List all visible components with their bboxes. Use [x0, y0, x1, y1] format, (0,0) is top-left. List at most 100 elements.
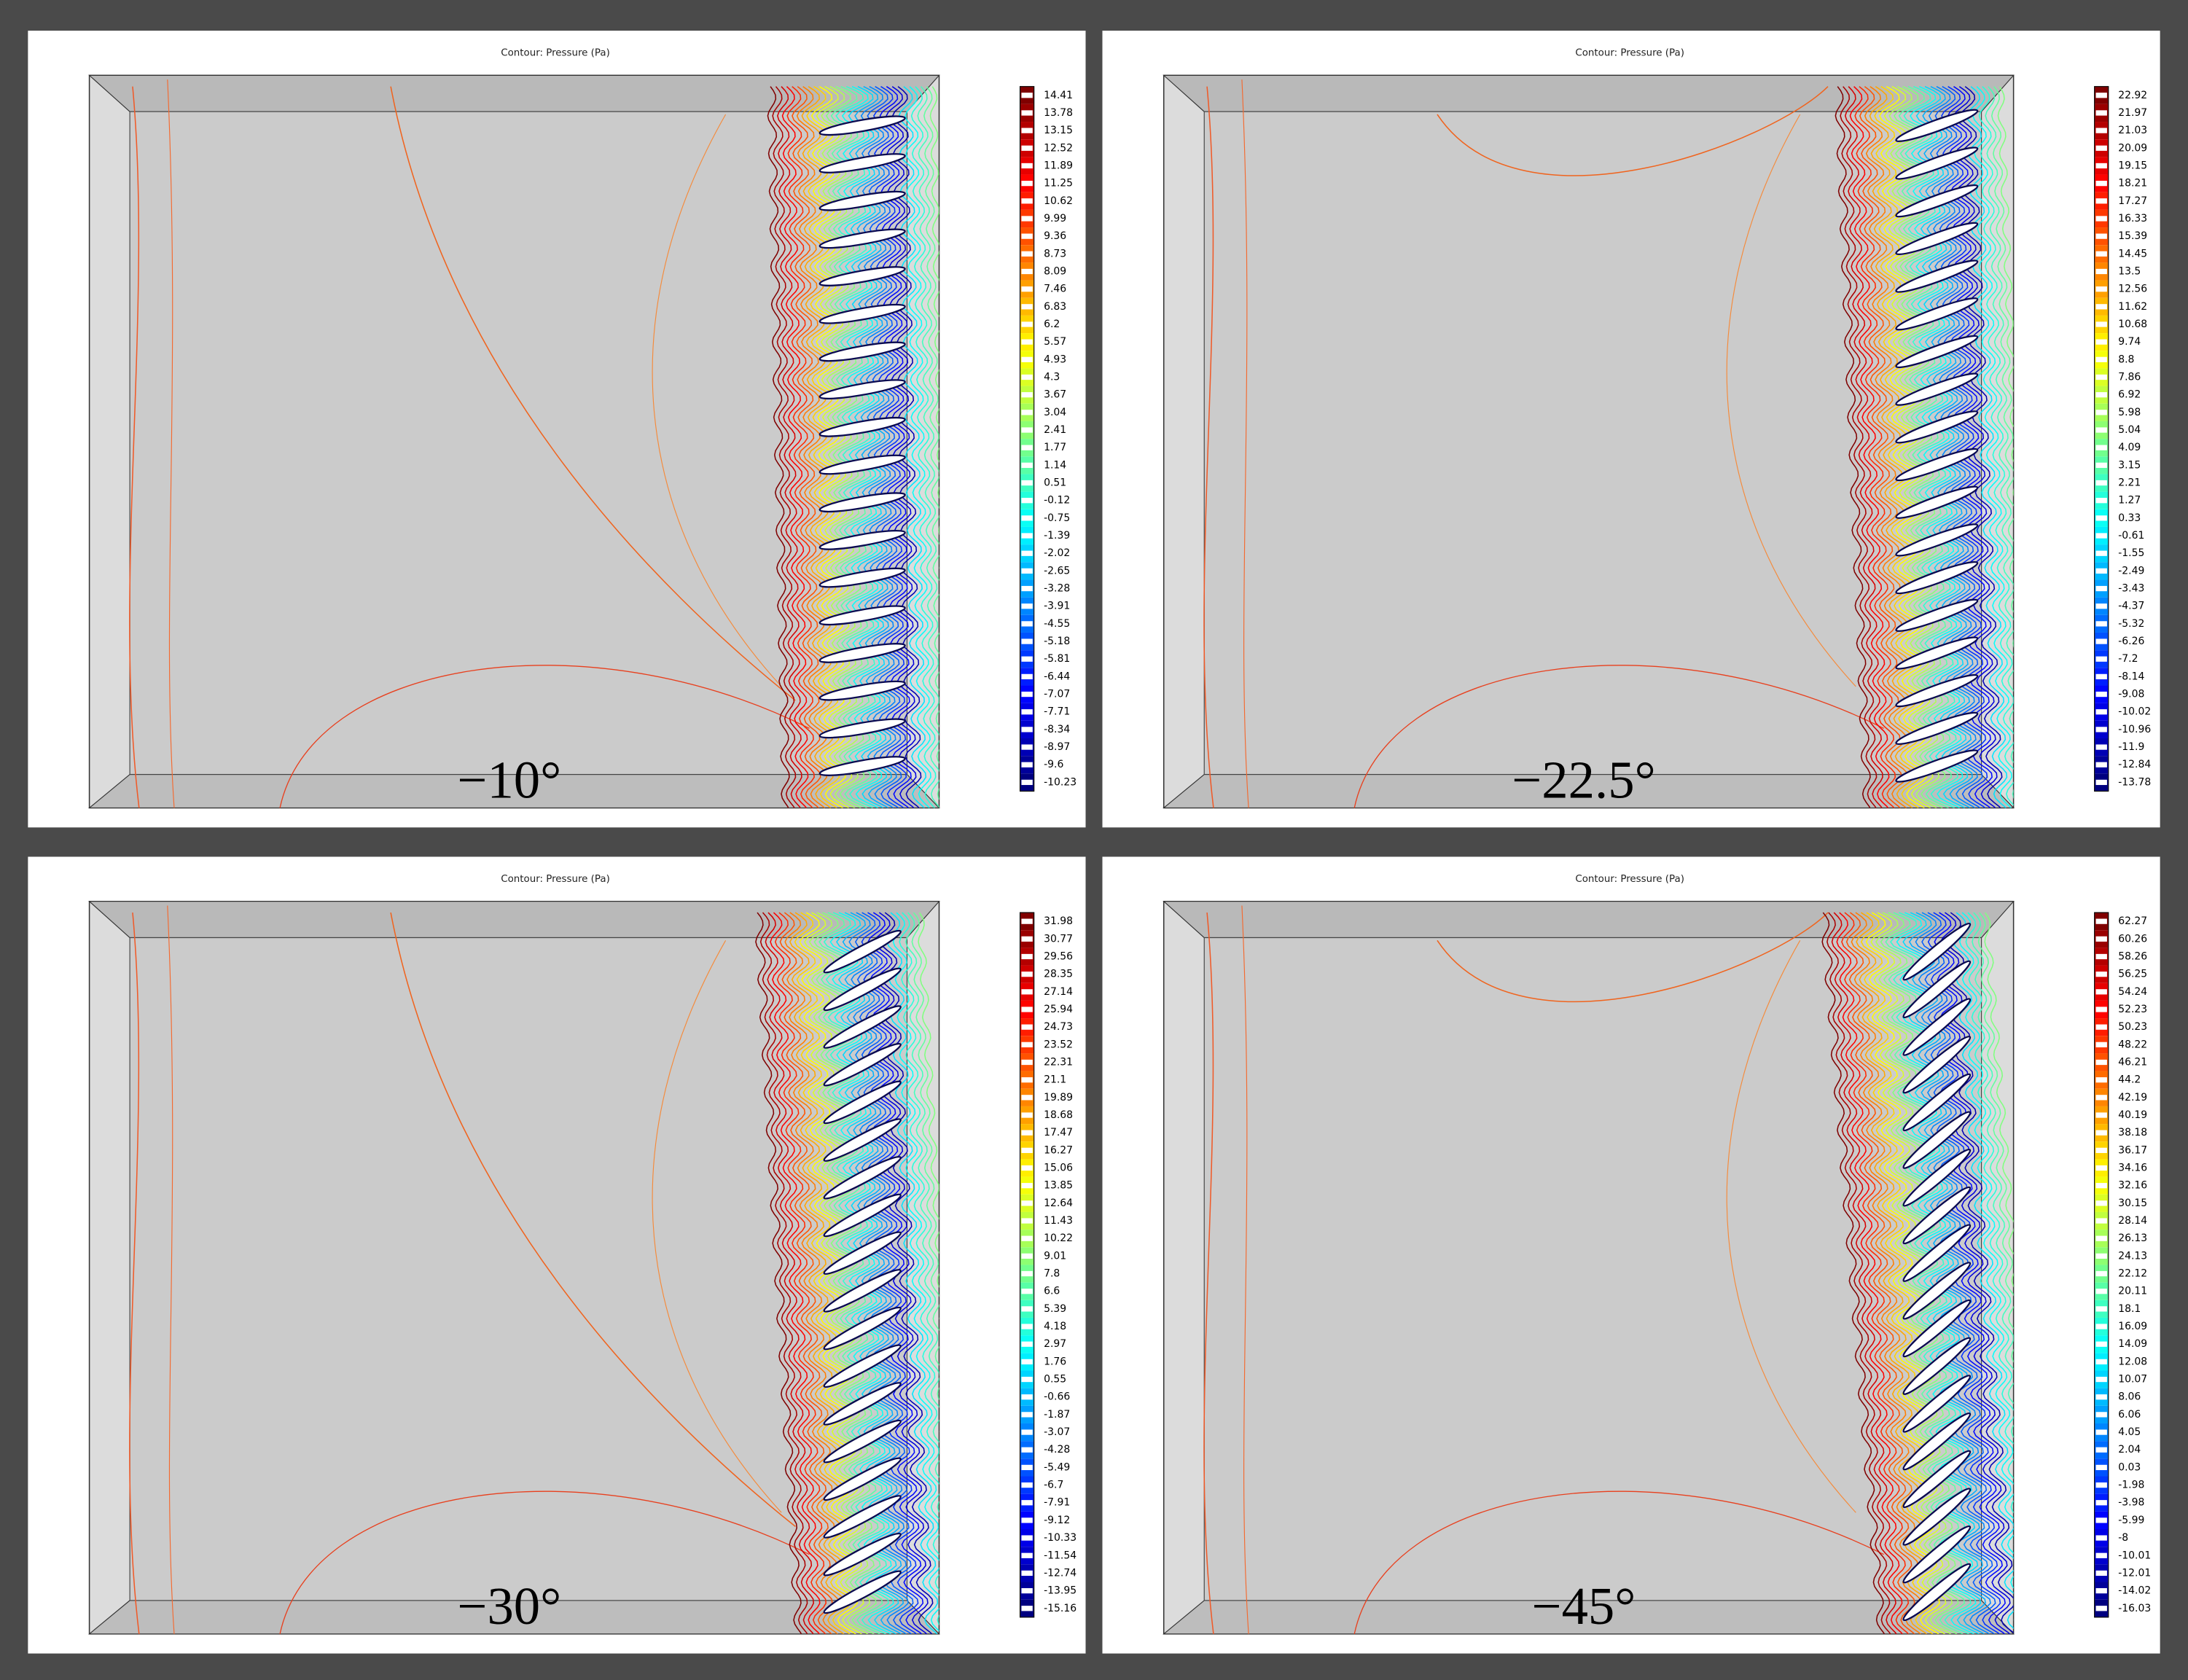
- colorbar-gap: [1021, 1324, 1033, 1329]
- colorbar-gap: [2095, 480, 2107, 486]
- colorbar-gap: [2095, 673, 2107, 680]
- colorbar-label: -16.03: [2118, 1603, 2151, 1614]
- colorbar-label: 36.17: [2118, 1144, 2147, 1156]
- blade: [1902, 1035, 1972, 1094]
- colorbar-label: 11.89: [1044, 160, 1073, 171]
- colorbar-label: 3.15: [2118, 459, 2141, 471]
- colorbar-label: -10.33: [1044, 1532, 1077, 1544]
- blade: [818, 643, 906, 663]
- contour-line: [904, 912, 939, 1546]
- colorbar-label: 8.09: [1044, 265, 1066, 277]
- colorbar-gap: [2095, 1412, 2107, 1418]
- contour-line: [1934, 912, 2006, 1634]
- contour-line: [918, 912, 939, 1320]
- colorbar-gap: [2095, 392, 2107, 398]
- colorbar-label: 10.62: [1044, 195, 1073, 207]
- colorbar-label: 8.8: [2118, 353, 2134, 365]
- colorbar-label: 1.76: [1044, 1356, 1066, 1367]
- contour-line: [804, 912, 864, 1634]
- colorbar-gap: [2095, 1200, 2107, 1206]
- panel: Contour: Pressure (Pa) 14.41 13.78 13.15 12.…: [28, 31, 1086, 828]
- contour-line: [1826, 912, 1891, 1634]
- colorbar-gap: [2095, 128, 2107, 133]
- colorbar-gap: [2095, 603, 2107, 609]
- blade: [818, 379, 906, 400]
- contour-line: [1353, 665, 1884, 808]
- colorbar-gap: [1021, 233, 1033, 239]
- colorbar-gap: [1021, 779, 1033, 786]
- colorbar-gap: [1021, 1183, 1033, 1189]
- colorbar-label: 58.26: [2118, 950, 2147, 962]
- colorbar-gap: [1021, 762, 1033, 767]
- contour-line: [794, 912, 852, 1634]
- colorbar-gap: [1021, 374, 1033, 380]
- domain-inner: [1203, 111, 1982, 775]
- colorbar-gap: [2095, 1289, 2107, 1294]
- blade: [1902, 1337, 1972, 1395]
- colorbar-gap: [1021, 744, 1033, 750]
- blade: [818, 341, 906, 362]
- colorbar-label: 20.11: [2118, 1286, 2147, 1297]
- contour-line: [767, 86, 790, 808]
- contour-line: [1977, 912, 2014, 1363]
- blade: [823, 1005, 902, 1049]
- blade: [1902, 1262, 1972, 1320]
- contours: [129, 905, 939, 1634]
- colorbar-gap: [2095, 1570, 2107, 1577]
- colorbar-label: 15.39: [2118, 230, 2147, 242]
- colorbar-label: -3.28: [1044, 583, 1070, 595]
- colorbar-gap: [1021, 533, 1033, 539]
- contour-line: [848, 912, 909, 1634]
- contour-line: [1997, 86, 2014, 497]
- colorbar-label: -0.61: [2118, 530, 2144, 542]
- contour-line: [1437, 912, 1829, 1002]
- colorbar-gap: [1021, 1376, 1033, 1383]
- colorbar-label: 12.64: [1044, 1198, 1073, 1209]
- colorbar-label: 26.13: [2118, 1232, 2147, 1244]
- colorbar-gap: [2095, 1007, 2107, 1012]
- contour-line: [759, 912, 808, 1634]
- colorbar-gap: [1021, 673, 1033, 680]
- colorbar-gap: [2095, 1500, 2107, 1506]
- colorbar-label: 16.33: [2118, 213, 2147, 224]
- colorbar-label: 2.04: [2118, 1444, 2141, 1456]
- contour-line: [911, 912, 939, 1433]
- colorbar-frame: [2094, 86, 2109, 792]
- colorbar-label: 28.35: [1044, 969, 1073, 980]
- contour-line: [167, 79, 175, 808]
- colorbar-gap: [2095, 550, 2107, 556]
- colorbar-gap: [2095, 1482, 2107, 1488]
- contour-line: [789, 912, 845, 1634]
- blade: [1895, 448, 1979, 482]
- blade: [1895, 410, 1979, 444]
- colorbar-label: 24.13: [2118, 1250, 2147, 1262]
- contour-line: [879, 86, 912, 808]
- colorbar-gap: [2095, 498, 2107, 504]
- panel-title: Contour: Pressure (Pa): [501, 874, 610, 885]
- contour-line: [1865, 912, 1940, 1634]
- blade: [823, 1269, 902, 1313]
- colorbar-label: -13.78: [2118, 776, 2151, 788]
- colorbar-label: 19.15: [2118, 160, 2147, 171]
- colorbar-label: 5.04: [2118, 424, 2141, 436]
- colorbar-gap: [1021, 145, 1033, 151]
- panel-title: Contour: Pressure (Pa): [1575, 874, 1684, 885]
- colorbar-label: -15.16: [1044, 1603, 1077, 1614]
- colorbar-gap: [2095, 286, 2107, 292]
- contour-line: [1990, 86, 2014, 648]
- blade: [823, 1532, 902, 1577]
- contour-line: [279, 1490, 810, 1634]
- panel-title: Contour: Pressure (Pa): [501, 48, 610, 59]
- colorbar-gap: [2095, 533, 2107, 539]
- colorbar-gap: [2095, 1464, 2107, 1471]
- colorbar-gap: [1021, 603, 1033, 609]
- blade: [1895, 222, 1979, 256]
- colorbar-gap: [1021, 709, 1033, 715]
- contour-line: [842, 912, 904, 1634]
- colorbar-gap: [1021, 1394, 1033, 1400]
- colorbar-label: 4.18: [1044, 1321, 1066, 1332]
- colorbar-label: 32.16: [2118, 1180, 2147, 1192]
- panel-title: Contour: Pressure (Pa): [1575, 48, 1684, 59]
- colorbar-gap: [2095, 1535, 2107, 1541]
- colorbar-label: 48.22: [2118, 1039, 2147, 1050]
